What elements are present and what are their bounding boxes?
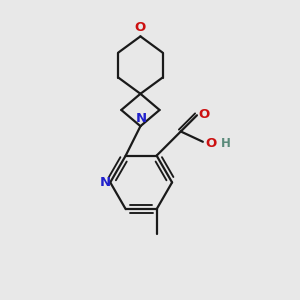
Text: N: N: [99, 176, 110, 189]
Text: O: O: [205, 137, 216, 150]
Text: O: O: [198, 108, 210, 121]
Text: H: H: [221, 137, 231, 150]
Text: O: O: [135, 21, 146, 34]
Text: N: N: [136, 112, 147, 125]
